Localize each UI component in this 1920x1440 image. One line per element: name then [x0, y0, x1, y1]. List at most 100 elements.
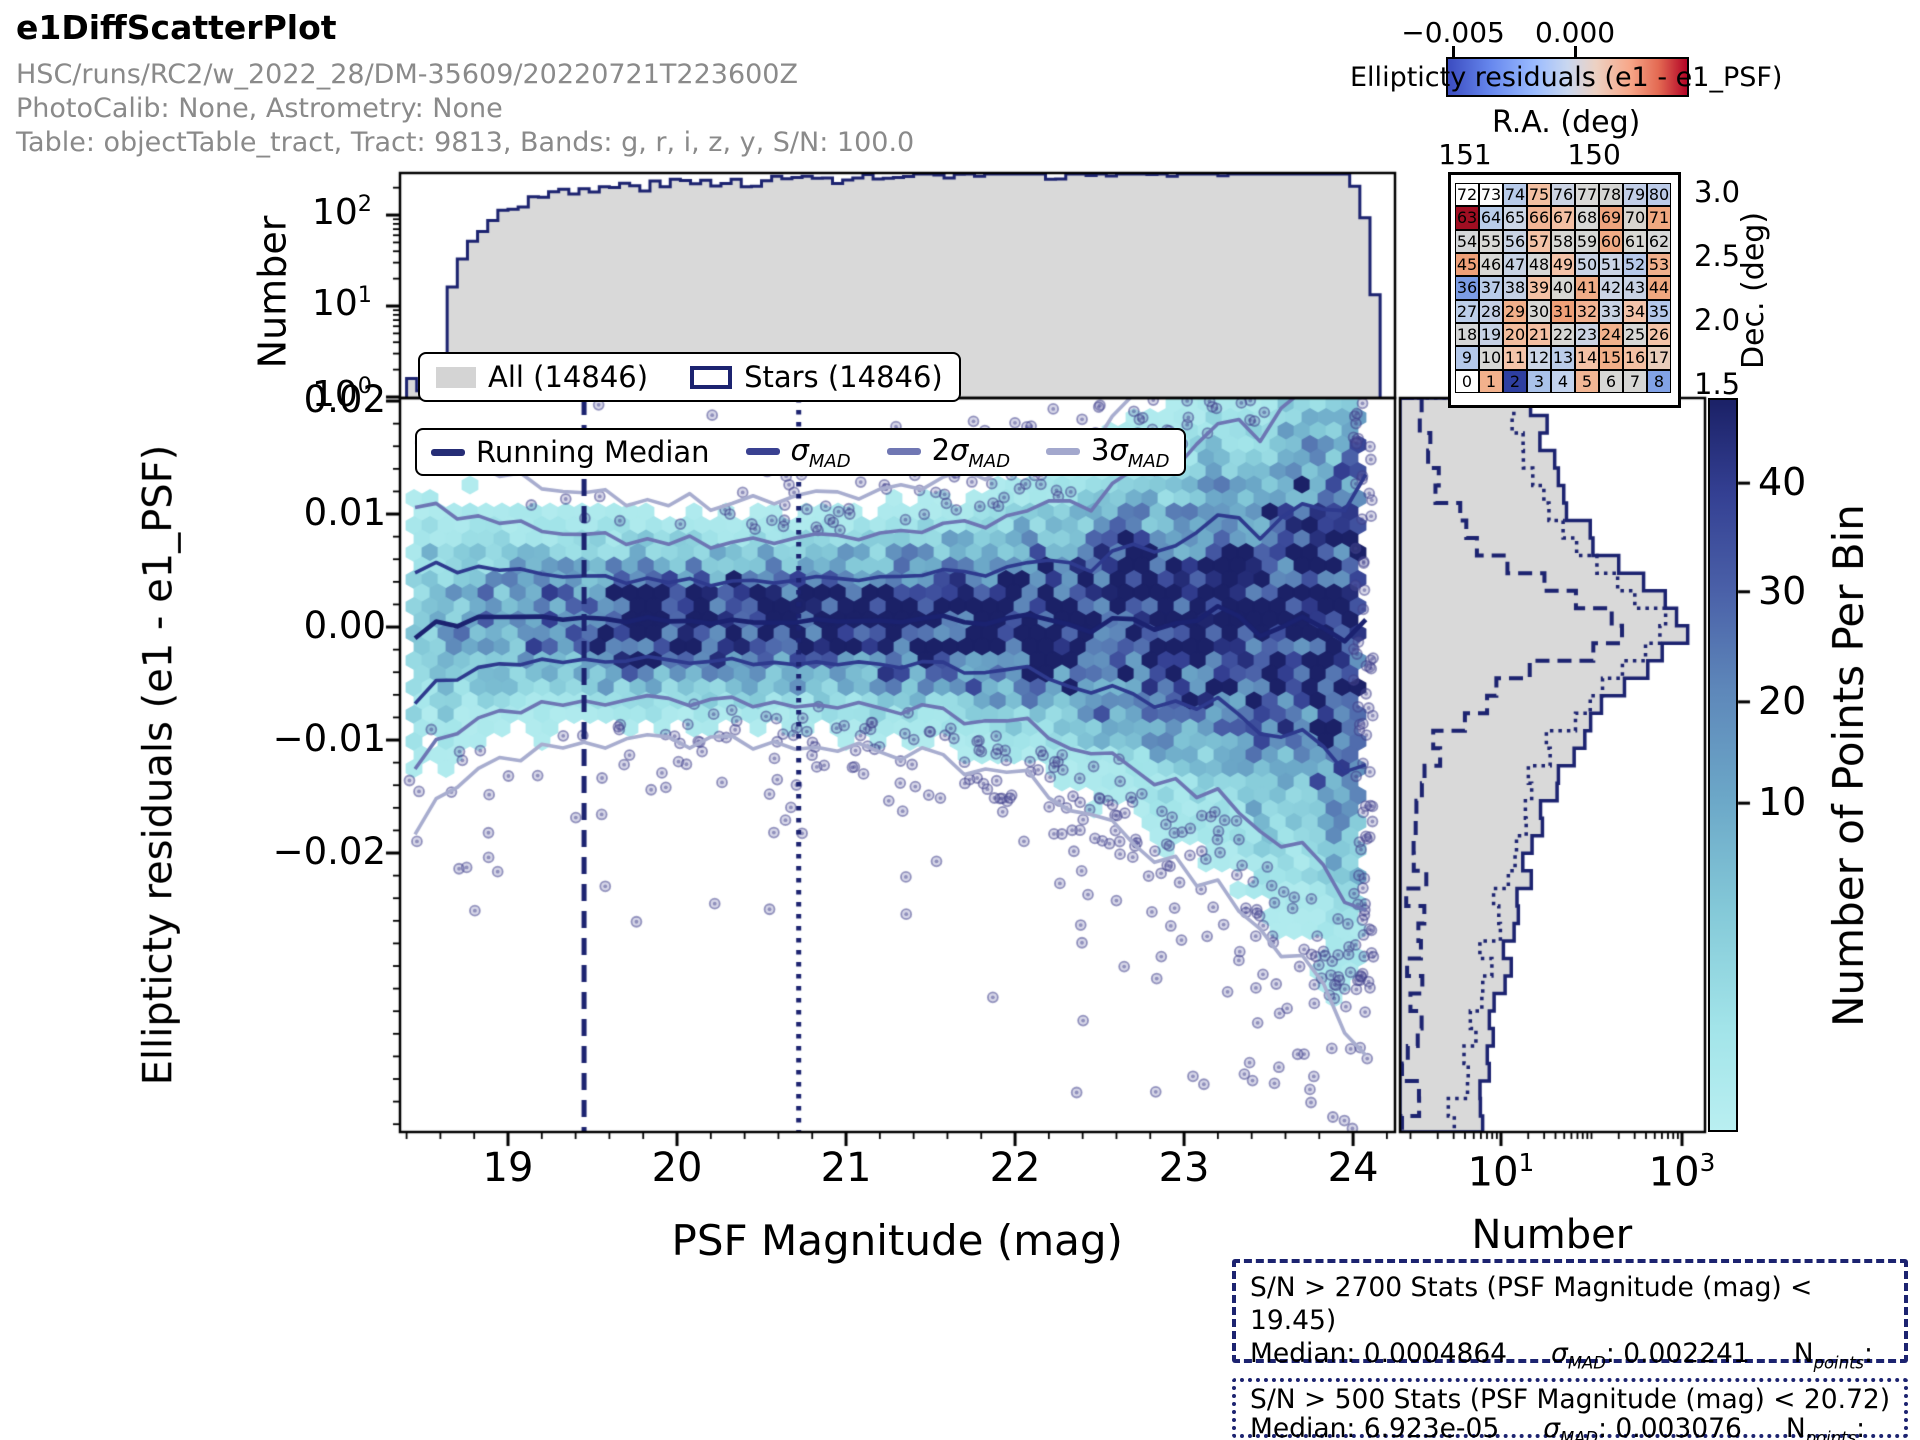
heatmap-cell: 45: [1455, 252, 1479, 277]
heatmap-cell: 62: [1647, 229, 1671, 253]
heatmap-cell: 63: [1455, 206, 1479, 230]
heatmap-cell: 75: [1527, 183, 1551, 207]
heatmap-cell: 0: [1455, 369, 1479, 393]
main-plot-legend: Running Median σMAD 2σMAD 3σMAD: [415, 428, 1186, 476]
heatmap-cell: 51: [1599, 252, 1623, 277]
heatmap-cell: 31: [1551, 299, 1575, 323]
heatmap-cell: 14: [1575, 346, 1599, 370]
legend-label: Stars (14846): [744, 360, 943, 394]
ra-axis-label: R.A. (deg): [1492, 104, 1641, 140]
legend-item: σMAD: [745, 433, 851, 471]
heatmap-cell: 69: [1599, 206, 1623, 230]
ra-tick: 151: [1438, 138, 1492, 171]
main-xtick: 24: [1327, 1145, 1379, 1191]
heatmap-cell: 16: [1623, 346, 1647, 370]
heatmap-cell: 79: [1623, 183, 1647, 207]
heatmap-cell: 71: [1647, 206, 1671, 230]
heatmap-cell: 13: [1551, 346, 1575, 370]
dec-tick: 3.0: [1694, 175, 1741, 209]
heatmap-cell: 65: [1503, 206, 1527, 230]
legend-item: All (14846): [436, 360, 648, 394]
line-swatch: [431, 448, 465, 456]
dec-tick: 2.5: [1694, 238, 1741, 273]
heatmap-cell: 26: [1647, 322, 1671, 347]
heatmap-cell: 30: [1527, 299, 1551, 323]
heatmap-cell: 20: [1503, 322, 1527, 347]
legend-label: 3σMAD: [1091, 432, 1170, 472]
heatmap-cell: 70: [1623, 206, 1647, 230]
heatmap-cell: 55: [1479, 229, 1503, 253]
heatmap-cell: 40: [1551, 276, 1575, 300]
heatmap-cell: 64: [1479, 206, 1503, 230]
main-xtick: 21: [820, 1145, 872, 1191]
heatmap-cell: 66: [1527, 206, 1551, 230]
heatmap-cell: 78: [1599, 183, 1623, 207]
heatmap-cell: 36: [1455, 276, 1479, 300]
legend-item: 3σMAD: [1046, 432, 1170, 472]
points-per-bin-colorbar: [1708, 398, 1738, 1132]
heatmap-cell: 52: [1623, 252, 1647, 277]
heatmap-cell: 27: [1455, 299, 1479, 323]
heatmap-cell: 28: [1479, 299, 1503, 323]
right-xtick: 101: [1467, 1148, 1535, 1196]
heatmap-cell: 68: [1575, 206, 1599, 230]
main-ytick: 0.00: [303, 604, 386, 648]
heatmap-cell: 43: [1623, 276, 1647, 300]
heatmap-cell: 54: [1455, 229, 1479, 253]
stats-box-2: S/N > 500 Stats (PSF Magnitude (mag) < 2…: [1232, 1378, 1908, 1440]
heatmap-cell: 35: [1647, 299, 1671, 323]
right-hist-xlabel: Number: [1471, 1212, 1633, 1258]
heatmap-cell: 10: [1479, 346, 1503, 370]
legend-item: Running Median: [431, 435, 710, 469]
heatmap-cell: 42: [1599, 276, 1623, 300]
all-swatch: [436, 366, 476, 388]
stats-title: S/N > 500 Stats (PSF Magnitude (mag) < 2…: [1250, 1384, 1891, 1415]
heatmap-cell: 5: [1575, 369, 1599, 393]
legend-label: All (14846): [488, 360, 649, 394]
main-ylabel: Ellipticty residuals (e1 - e1_PSF): [134, 444, 181, 1086]
heatmap-cell: 2: [1503, 369, 1527, 393]
heatmap-cell: 47: [1503, 252, 1527, 277]
heatmap-cell: 49: [1551, 252, 1575, 277]
colorbar-tick: 20: [1758, 678, 1807, 723]
heatmap-cell: 41: [1575, 276, 1599, 300]
heatmap-cell: 33: [1599, 299, 1623, 323]
heatmap-cell: 32: [1575, 299, 1599, 323]
heatmap-cell: 53: [1647, 252, 1671, 277]
legend-item: 2σMAD: [886, 432, 1011, 472]
heatmap-cell: 29: [1503, 299, 1527, 323]
legend-label: Running Median: [476, 435, 710, 469]
dec-axis-label: Dec. (deg): [1735, 211, 1771, 369]
heatmap-cell: 73: [1479, 183, 1503, 207]
heatmap-cell: 23: [1575, 322, 1599, 347]
stats-box-1: S/N > 2700 Stats (PSF Magnitude (mag) < …: [1232, 1259, 1908, 1411]
heatmap-cell: 39: [1527, 276, 1551, 300]
legend-item: Stars (14846): [690, 360, 943, 394]
top-hist-legend: All (14846) Stars (14846): [418, 352, 961, 402]
colorbar-tick: 30: [1758, 568, 1807, 613]
dec-tick: 2.0: [1694, 302, 1741, 337]
line-swatch: [886, 448, 921, 456]
legend-label: 2σMAD: [931, 432, 1011, 472]
main-xtick: 19: [482, 1145, 534, 1191]
heatmap-cell: 37: [1479, 276, 1503, 300]
heatmap-cell: 6: [1599, 369, 1623, 393]
heatmap-cell: 58: [1551, 229, 1575, 253]
heatmap-cell: 60: [1599, 229, 1623, 253]
heatmap-cell: 59: [1575, 229, 1599, 253]
main-ytick: 0.01: [303, 491, 386, 535]
stats-values: Median: 6.923e-05 σMAD: 0.003076 Npoints: …: [1250, 1413, 1866, 1440]
heatmap-cell: 15: [1599, 346, 1623, 370]
heatmap-cell: 24: [1599, 322, 1623, 347]
main-ytick: −0.01: [272, 717, 386, 761]
run-collection: HSC/runs/RC2/w_2022_28/DM-35609/20220721…: [16, 59, 798, 90]
colorbar-tick: 40: [1758, 460, 1807, 505]
main-xtick: 23: [1158, 1145, 1210, 1191]
heatmap-cell: 22: [1551, 322, 1575, 347]
heatmap-cell: 50: [1575, 252, 1599, 277]
heatmap-cell: 44: [1647, 276, 1671, 300]
heatmap-cell: 61: [1623, 229, 1647, 253]
heatmap-cell: 56: [1503, 229, 1527, 253]
heatmap-cell: 46: [1479, 252, 1503, 277]
